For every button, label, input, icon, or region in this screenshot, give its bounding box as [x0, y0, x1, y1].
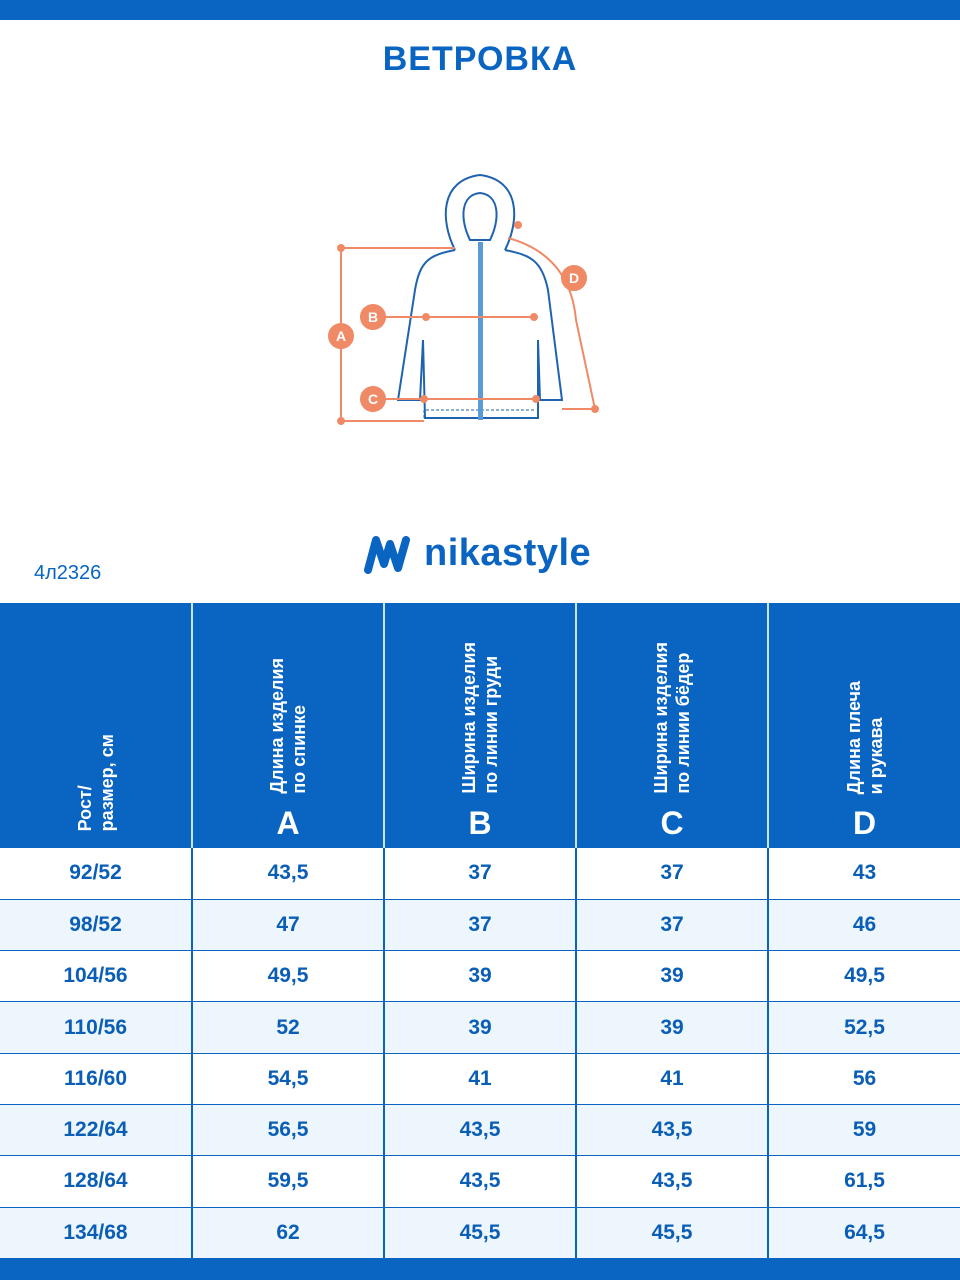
measure-line-d	[507, 237, 597, 410]
table-cell: 39	[576, 1001, 769, 1054]
table-row: 104/56 49,5 39 39 49,5	[0, 950, 960, 1003]
table-cell: 39	[576, 950, 769, 1003]
table-cell: 110/56	[0, 1001, 193, 1054]
table-cell: 41	[384, 1053, 577, 1105]
table-cell: 49,5	[192, 950, 385, 1003]
table-cell: 43,5	[384, 1104, 577, 1157]
table-cell: 37	[384, 848, 577, 900]
article-number: 4л2326	[34, 562, 102, 584]
table-cell: 39	[384, 1001, 577, 1054]
page-title: ВЕТРОВКА	[382, 40, 578, 78]
table-row: 128/64 59,5 43,5 43,5 61,5	[0, 1155, 960, 1208]
table-cell: 61,5	[768, 1155, 960, 1208]
label-d: D	[569, 270, 579, 286]
table-cell: 64,5	[768, 1207, 960, 1259]
table-cell: 37	[384, 899, 577, 952]
bottom-bar	[0, 1258, 960, 1280]
table-cell: 45,5	[576, 1207, 769, 1259]
brand-name: nikastyle	[424, 532, 592, 574]
table-cell: 52	[192, 1001, 385, 1054]
table-cell: 59,5	[192, 1155, 385, 1208]
table-cell: 62	[192, 1207, 385, 1259]
table-cell: 39	[384, 950, 577, 1003]
label-c-badge	[360, 386, 386, 412]
label-c: C	[368, 391, 378, 407]
table-row: 116/60 54,5 41 41 56	[0, 1053, 960, 1105]
table-cell: 43	[768, 848, 960, 900]
table-cell: 45,5	[384, 1207, 577, 1259]
table-cell: 37	[576, 899, 769, 952]
table-cell: 43,5	[576, 1104, 769, 1157]
table-row: 122/64 56,5 43,5 43,5 59	[0, 1104, 960, 1157]
table-cell: 47	[192, 899, 385, 952]
table-cell: 134/68	[0, 1207, 193, 1259]
header-length: Длина изделия по спинке A	[192, 603, 385, 848]
nikastyle-wave-logo-icon	[364, 535, 410, 574]
header-sleeve: Длина плеча и рукава D	[768, 603, 960, 848]
top-bar	[0, 0, 960, 20]
table-cell: 54,5	[192, 1053, 385, 1105]
table-cell: 49,5	[768, 950, 960, 1003]
label-a-badge	[328, 323, 354, 349]
table-cell: 104/56	[0, 950, 193, 1003]
size-table: Рост/ размер, см Длина изделия по спинке…	[0, 603, 960, 1259]
table-cell: 52,5	[768, 1001, 960, 1054]
table-cell: 56,5	[192, 1104, 385, 1157]
table-cell: 43,5	[576, 1155, 769, 1208]
header-hips: Ширина изделия по линии бёдер C	[576, 603, 769, 848]
table-cell: 43,5	[384, 1155, 577, 1208]
table-cell: 116/60	[0, 1053, 193, 1105]
table-row: 110/56 52 39 39 52,5	[0, 1001, 960, 1054]
table-cell: 46	[768, 899, 960, 952]
table-cell: 37	[576, 848, 769, 900]
brand-logo: nikastyle	[364, 532, 591, 575]
label-a: A	[336, 328, 346, 344]
table-cell: 41	[576, 1053, 769, 1105]
table-cell: 122/64	[0, 1104, 193, 1157]
table-header-row: Рост/ размер, см Длина изделия по спинке…	[0, 603, 960, 848]
table-row: 98/52 47 37 37 46	[0, 899, 960, 952]
label-b-badge	[360, 304, 386, 330]
table-cell: 92/52	[0, 848, 193, 900]
table-cell: 128/64	[0, 1155, 193, 1208]
label-b: B	[368, 309, 378, 325]
label-d-badge	[561, 265, 587, 291]
table-cell: 98/52	[0, 899, 193, 952]
table-cell: 56	[768, 1053, 960, 1105]
header-chest: Ширина изделия по линии груди B	[384, 603, 577, 848]
jacket-measurement-diagram: A B C D	[328, 173, 599, 425]
header-size: Рост/ размер, см	[0, 603, 193, 848]
table-row: 134/68 62 45,5 45,5 64,5	[0, 1207, 960, 1259]
table-cell: 43,5	[192, 848, 385, 900]
table-row: 92/52 43,5 37 37 43	[0, 848, 960, 900]
zipper	[478, 242, 483, 420]
table-cell: 59	[768, 1104, 960, 1157]
